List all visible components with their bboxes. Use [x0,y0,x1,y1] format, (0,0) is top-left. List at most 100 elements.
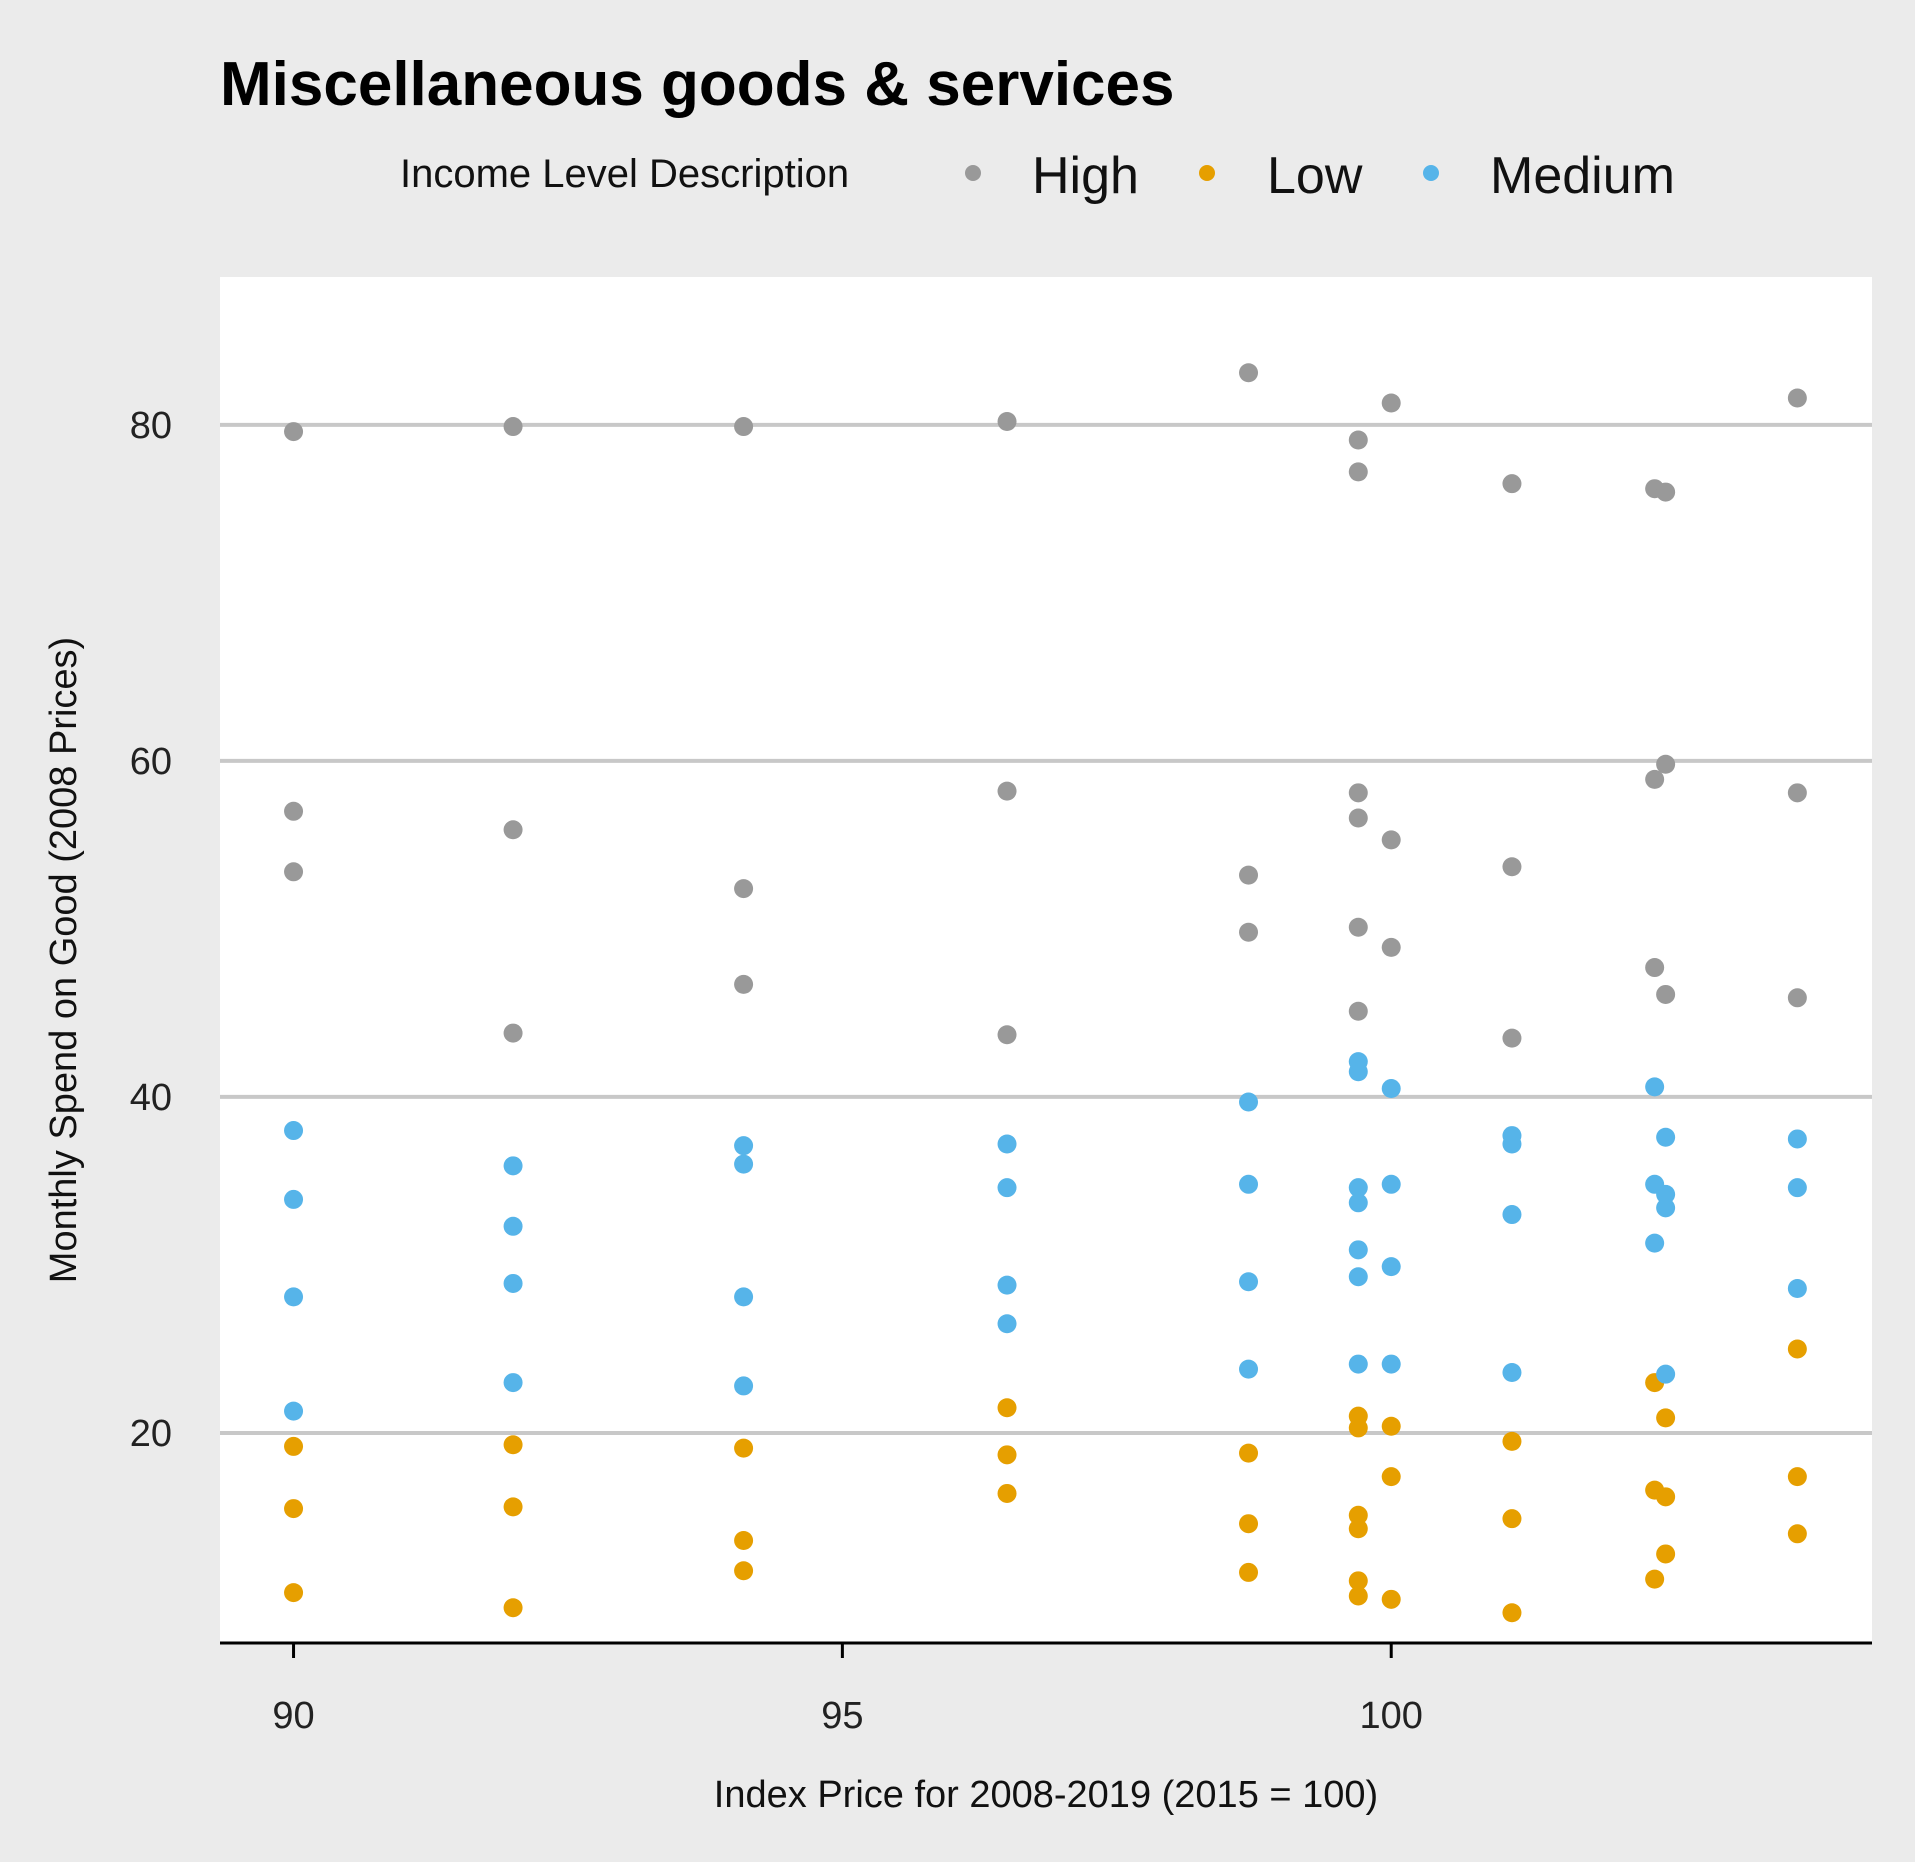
data-points [284,363,1807,1623]
data-point-low [1787,1467,1807,1487]
data-point-high [1645,769,1665,789]
data-point-high [1787,988,1807,1008]
y-tick-label: 40 [130,1077,172,1119]
data-point-medium [997,1178,1017,1198]
data-point-high [284,862,304,882]
data-point-medium [1502,1205,1522,1225]
data-point-high [1381,937,1401,957]
data-point-low [1348,1586,1368,1606]
data-point-high [503,1023,523,1043]
data-point-low [1645,1569,1665,1589]
data-point-medium [997,1134,1017,1154]
data-point-medium [1239,1092,1259,1112]
data-point-high [734,417,754,437]
data-point-medium [1787,1278,1807,1298]
data-point-medium [1348,1193,1368,1213]
x-axis-label: Index Price for 2008-2019 (2015 = 100) [714,1774,1378,1816]
data-point-high [1502,474,1522,494]
data-point-low [1502,1509,1522,1529]
legend-key-high [965,165,981,181]
data-point-high [284,422,304,442]
data-point-low [1239,1443,1259,1463]
data-point-high [1239,865,1259,885]
legend-label-low: Low [1267,147,1363,205]
data-point-medium [1645,1077,1665,1097]
data-point-medium [1787,1178,1807,1198]
data-point-low [1239,1562,1259,1582]
data-point-low [1656,1408,1676,1428]
chart-title: Miscellaneous goods & services [220,50,1175,119]
data-point-low [503,1598,523,1618]
data-point-medium [997,1314,1017,1334]
data-point-low [1787,1524,1807,1544]
data-point-medium [1656,1127,1676,1147]
data-point-high [1502,857,1522,877]
data-point-high [503,820,523,840]
data-point-high [1348,917,1368,937]
data-point-high [1381,393,1401,413]
data-point-medium [1502,1134,1522,1154]
data-point-low [503,1497,523,1517]
data-point-high [1239,363,1259,383]
data-point-low [1787,1339,1807,1359]
y-tick-label: 60 [130,741,172,783]
data-point-medium [1348,1178,1368,1198]
data-point-high [1348,808,1368,828]
y-axis-label: Monthly Spend on Good (2008 Prices) [43,637,85,1283]
data-point-low [1656,1487,1676,1507]
x-tick-label: 90 [272,1695,314,1737]
data-point-medium [503,1273,523,1293]
data-point-high [1656,754,1676,774]
data-point-low [284,1499,304,1519]
data-point-low [503,1435,523,1455]
data-point-high [734,974,754,994]
data-point-medium [1381,1257,1401,1277]
data-point-medium [1348,1354,1368,1374]
legend-title: Income Level Description [400,152,849,196]
data-point-medium [503,1216,523,1236]
y-axis-ticks: 20 40 60 80 [130,405,172,1455]
data-point-medium [1348,1062,1368,1082]
data-point-low [284,1583,304,1603]
data-point-medium [1656,1364,1676,1384]
data-point-medium [1645,1233,1665,1253]
data-point-medium [1381,1079,1401,1099]
data-point-high [1381,830,1401,850]
data-point-low [734,1561,754,1581]
data-point-medium [1239,1272,1259,1292]
data-point-medium [1787,1129,1807,1149]
data-point-medium [1656,1198,1676,1218]
data-point-high [1656,482,1676,502]
y-tick-label: 20 [130,1413,172,1455]
data-point-high [997,1025,1017,1045]
gridlines [220,422,1872,1435]
data-point-low [1348,1571,1368,1591]
data-point-low [1381,1416,1401,1436]
plot-panel [220,277,1872,1643]
data-point-high [1239,922,1259,942]
data-point-medium [284,1287,304,1307]
x-axis-ticks: 90 95 100 [272,1643,1423,1737]
data-point-medium [734,1376,754,1396]
data-point-low [1656,1544,1676,1564]
data-point-high [1502,1028,1522,1048]
data-point-high [997,411,1017,431]
data-point-low [1381,1589,1401,1609]
data-point-high [1656,984,1676,1004]
data-point-high [1787,783,1807,803]
data-point-low [1348,1418,1368,1438]
data-point-low [1348,1505,1368,1525]
data-point-medium [1381,1354,1401,1374]
data-point-medium [1348,1267,1368,1287]
data-point-medium [284,1401,304,1421]
data-point-medium [1381,1174,1401,1194]
data-point-high [284,801,304,821]
data-point-medium [1502,1362,1522,1382]
data-point-low [1381,1467,1401,1487]
data-point-medium [1656,1184,1676,1204]
data-point-high [734,879,754,899]
data-point-medium [734,1136,754,1156]
data-point-low [284,1436,304,1456]
data-point-medium [284,1121,304,1141]
